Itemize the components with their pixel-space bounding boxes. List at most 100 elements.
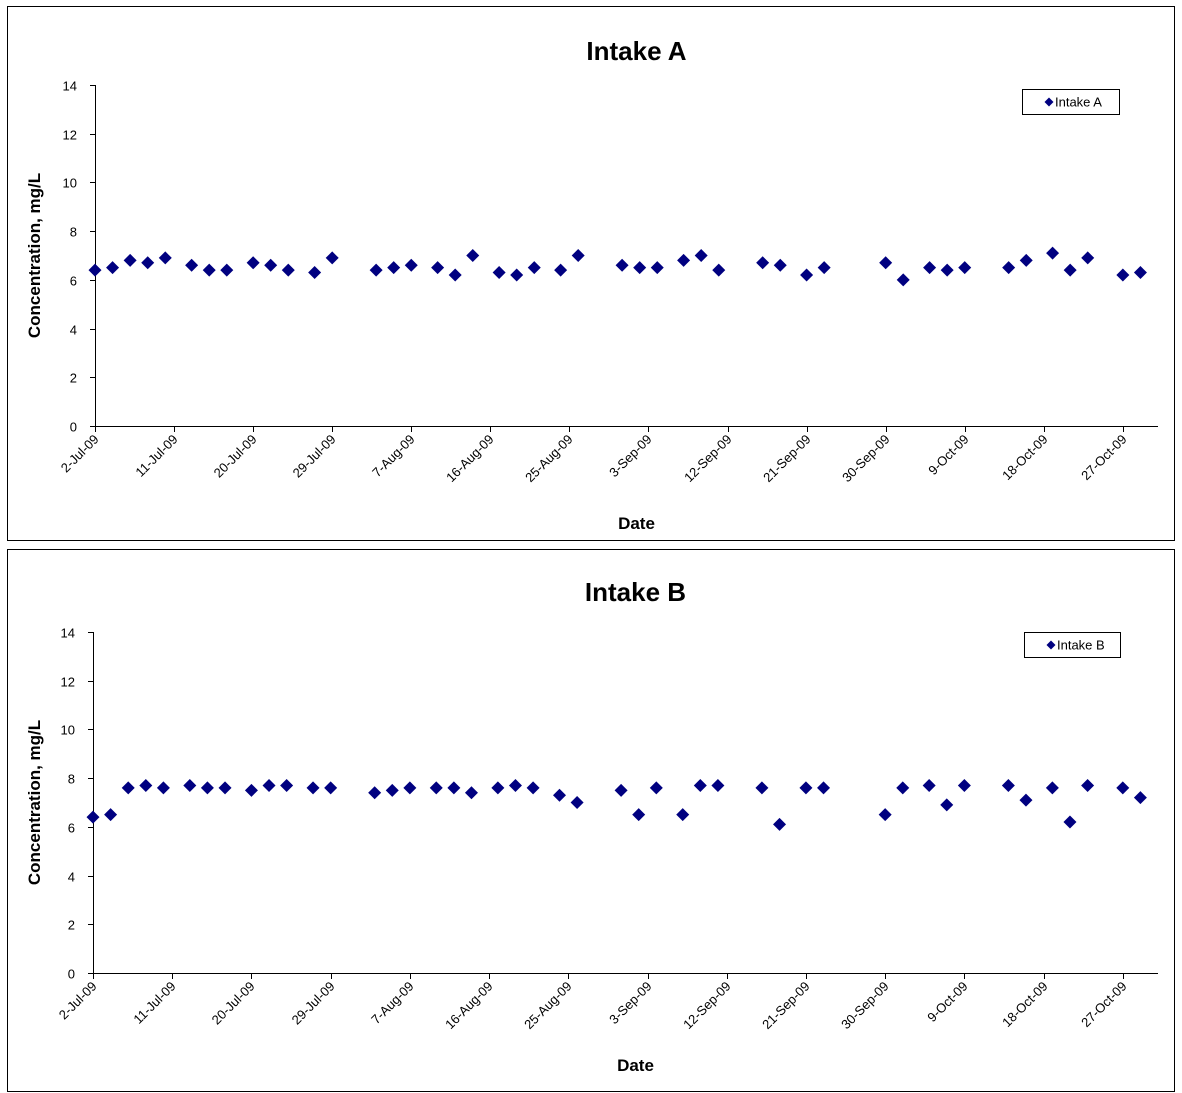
data-point: [773, 817, 787, 831]
data-point: [650, 261, 664, 275]
data-point: [1116, 781, 1130, 795]
data-point: [773, 258, 787, 272]
data-point: [141, 256, 155, 270]
data-point: [324, 781, 338, 795]
chart-title: Intake B: [585, 577, 686, 607]
data-point: [817, 261, 831, 275]
data-point: [106, 261, 120, 275]
data-point: [552, 788, 566, 802]
data-point: [1116, 268, 1130, 282]
data-point: [121, 781, 135, 795]
data-point: [448, 268, 462, 282]
data-point: [878, 808, 892, 822]
data-point: [923, 261, 937, 275]
data-point: [86, 810, 100, 824]
y-tick-label: 10: [63, 176, 77, 191]
legend-label: Intake A: [1055, 95, 1102, 110]
data-point: [404, 258, 418, 272]
data-point: [614, 783, 628, 797]
legend-marker: [1046, 640, 1056, 650]
data-point: [1081, 778, 1095, 792]
data-point: [429, 781, 443, 795]
y-tick-label: 0: [70, 420, 77, 435]
data-point: [387, 261, 401, 275]
data-point: [1063, 815, 1077, 829]
y-tick-label: 0: [68, 967, 75, 982]
data-point: [281, 263, 295, 277]
data-point: [244, 783, 258, 797]
data-point: [896, 781, 910, 795]
data-point: [466, 249, 480, 262]
data-point: [202, 263, 216, 277]
data-point: [385, 783, 399, 797]
y-tick-label: 2: [70, 371, 77, 386]
data-point: [711, 778, 725, 792]
y-tick-label: 2: [68, 918, 75, 933]
data-point: [1081, 251, 1095, 265]
chart-panel-intake-a: Intake A 0 2 4 6 8 10 12 14 2-Jul-09 11-Jul-09 20-J…: [7, 6, 1175, 541]
y-tick-label: 4: [70, 323, 77, 338]
data-point: [200, 781, 214, 795]
y-tick-label: 4: [68, 870, 75, 885]
data-point: [922, 778, 936, 792]
data-point: [677, 253, 691, 267]
y-tick-label: 6: [68, 821, 75, 836]
data-point: [139, 778, 153, 792]
legend-label: Intake B: [1057, 638, 1105, 653]
chart-frame: [7, 549, 1175, 1092]
data-point: [447, 781, 461, 795]
x-axis-label: Date: [618, 514, 655, 533]
y-axis-label: Concentration, mg/L: [25, 173, 44, 338]
data-point: [156, 781, 170, 795]
data-point: [158, 251, 172, 265]
data-point: [369, 263, 383, 277]
data-point: [464, 786, 478, 800]
data-point: [1002, 261, 1016, 275]
data-point: [1133, 266, 1147, 280]
y-tick-label: 6: [70, 274, 77, 289]
data-point: [694, 249, 708, 262]
chart-panel-intake-b: Intake B 0 2 4 6 8 10 12 14 2-Jul-09 11-Jul-09 20-J…: [0, 549, 1182, 1093]
data-point: [571, 249, 585, 262]
data-point: [633, 261, 647, 275]
y-tick-label: 8: [70, 225, 77, 240]
data-point: [123, 253, 137, 267]
y-tick-label: 14: [63, 79, 77, 94]
legend-marker: [1044, 97, 1054, 107]
data-point: [879, 256, 893, 270]
x-axis-label: Date: [617, 1056, 654, 1075]
data-point: [1045, 781, 1059, 795]
chart-title: Intake A: [586, 36, 686, 66]
data-point: [676, 808, 690, 822]
data-point: [554, 263, 568, 277]
data-point: [104, 808, 118, 822]
data-point: [262, 778, 276, 792]
data-point: [817, 781, 831, 795]
data-point: [615, 258, 629, 272]
data-point: [510, 268, 524, 282]
data-point: [940, 263, 954, 277]
data-point: [218, 781, 232, 795]
data-point: [526, 781, 540, 795]
y-axis-label: Concentration, mg/L: [25, 720, 44, 885]
data-point: [712, 263, 726, 277]
data-point: [492, 266, 506, 280]
y-tick-label: 14: [61, 626, 75, 641]
data-point: [403, 781, 417, 795]
data-point: [755, 781, 769, 795]
data-point: [632, 808, 646, 822]
data-point: [246, 256, 260, 270]
data-point: [308, 266, 322, 280]
data-point: [940, 798, 954, 812]
data-point: [1046, 246, 1060, 260]
data-point: [508, 778, 522, 792]
data-point: [431, 261, 445, 275]
data-point: [756, 256, 770, 270]
chart-frame: [7, 6, 1175, 541]
data-point: [220, 263, 234, 277]
data-point: [368, 786, 382, 800]
data-point: [527, 261, 541, 275]
data-point: [958, 261, 972, 275]
